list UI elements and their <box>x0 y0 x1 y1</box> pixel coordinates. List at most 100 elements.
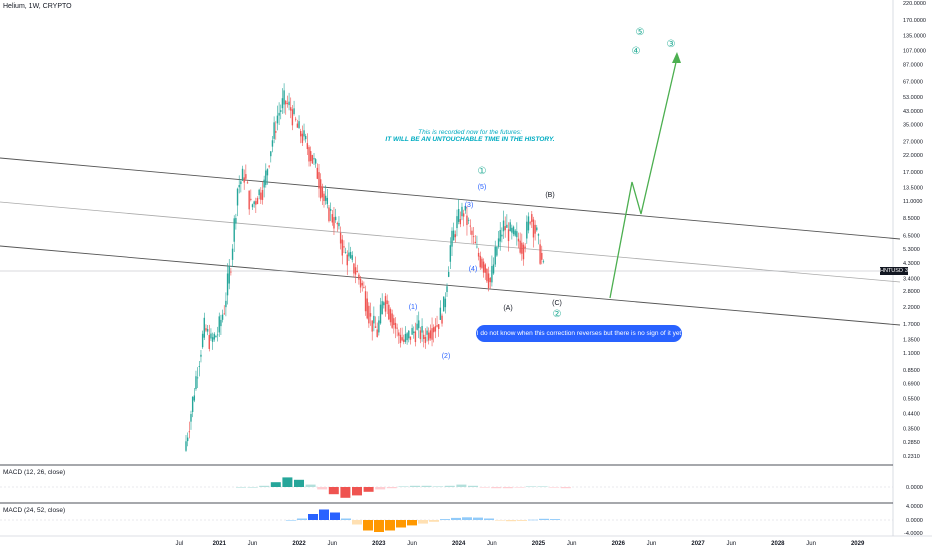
macd2-bar-5 <box>341 518 351 520</box>
candle-41 <box>253 201 255 205</box>
candle-71 <box>303 130 305 137</box>
macd1-bar-3 <box>270 482 281 487</box>
candle-107 <box>363 287 365 288</box>
price-tick-15: 6.5000 <box>903 234 920 240</box>
candle-68 <box>298 121 300 129</box>
candle-177 <box>479 255 481 268</box>
price-tick-30: 0.2310 <box>903 454 920 460</box>
candle-129 <box>399 334 402 344</box>
price-tick-5: 67.0000 <box>903 80 923 86</box>
macd1-bar-25 <box>526 486 536 487</box>
macd1-bar-19 <box>456 484 467 487</box>
wave-label-5: (5) <box>478 184 487 191</box>
candle-148 <box>431 328 433 340</box>
candle-190 <box>501 234 503 237</box>
price-tick-21: 1.7000 <box>903 322 920 328</box>
candle-165 <box>459 219 462 225</box>
note-line-1: This is recorded now for the futures: <box>418 129 522 136</box>
candle-32 <box>238 185 240 188</box>
candle-172 <box>471 230 473 235</box>
chart-title: Helium, 1W, CRYPTO <box>3 3 72 10</box>
candle-63 <box>290 107 292 111</box>
candle-105 <box>359 278 362 288</box>
candle-66 <box>295 118 297 120</box>
candle-61 <box>286 102 289 104</box>
candle-73 <box>306 143 309 150</box>
macd2-bar-14 <box>440 519 450 520</box>
candle-102 <box>354 267 357 275</box>
candle-146 <box>428 332 430 341</box>
candle-57 <box>280 110 282 112</box>
candle-179 <box>482 261 485 273</box>
candle-52 <box>271 140 274 147</box>
candle-167 <box>462 213 465 217</box>
price-tick-26: 0.5500 <box>903 397 920 403</box>
candle-174 <box>474 241 476 244</box>
time-tick-9: 2025 <box>532 541 546 547</box>
macd1-bar-16 <box>421 485 432 487</box>
candle-35 <box>243 177 245 183</box>
candle-15 <box>210 333 212 339</box>
candle-72 <box>305 135 307 140</box>
candle-38 <box>248 190 250 210</box>
candle-192 <box>504 226 506 231</box>
macd2-bar-4 <box>330 512 340 520</box>
candle-17 <box>213 333 215 340</box>
macd2-title[interactable]: MACD (24, 52, close) <box>3 507 66 514</box>
candle-158 <box>447 271 450 277</box>
candle-185 <box>492 264 495 274</box>
macd2-bar-18 <box>484 518 494 520</box>
macd1-bar-10 <box>352 487 362 496</box>
macd2-axis-zero: 0.0000 <box>906 518 923 524</box>
macd2-bar-13 <box>429 520 439 522</box>
macd1-bar-26 <box>537 486 548 487</box>
candle-48 <box>265 170 267 185</box>
candle-53 <box>273 122 275 139</box>
candle-162 <box>454 234 457 238</box>
time-tick-11: 2026 <box>612 541 626 547</box>
time-tick-13: 2027 <box>691 541 705 547</box>
candle-24 <box>225 300 227 308</box>
macd1-title[interactable]: MACD (12, 26, close) <box>3 469 66 476</box>
price-tick-13: 11.0000 <box>903 199 922 205</box>
candle-134 <box>408 330 410 339</box>
wave-label-circled-1: ① <box>478 166 487 177</box>
macd1-bar-17 <box>433 486 444 487</box>
candle-12 <box>205 328 207 331</box>
candle-36 <box>245 174 247 179</box>
candle-156 <box>444 298 447 308</box>
wave-label-C: (C) <box>552 300 562 307</box>
candle-153 <box>439 307 442 320</box>
candle-133 <box>406 333 408 341</box>
candle-124 <box>391 313 393 328</box>
price-tick-28: 0.3500 <box>903 427 920 433</box>
macd1-bar-18 <box>444 485 455 487</box>
candle-130 <box>401 337 403 341</box>
wave-label-1: (1) <box>409 304 418 311</box>
candle-39 <box>250 198 252 200</box>
macd2-axis-bottom: -4.0000 <box>904 531 923 537</box>
channel-lower <box>0 245 901 326</box>
candle-21 <box>220 319 222 327</box>
candle-92 <box>338 222 340 227</box>
macd2-axis-top: 4.0000 <box>906 504 923 510</box>
price-tick-17: 4.3000 <box>903 261 920 267</box>
channel-upper <box>0 157 901 240</box>
time-tick-12: Jun <box>647 541 657 547</box>
candle-33 <box>240 181 242 185</box>
candle-160 <box>451 230 453 247</box>
candle-16 <box>211 337 214 342</box>
candle-171 <box>469 225 471 227</box>
candle-152 <box>438 324 440 329</box>
candle-186 <box>494 246 496 265</box>
candle-210 <box>534 224 536 234</box>
time-tick-0: Jul <box>176 541 184 547</box>
candle-138 <box>414 331 417 343</box>
macd2-bar-20 <box>506 520 516 522</box>
candle-131 <box>403 339 405 342</box>
candle-213 <box>539 244 541 264</box>
price-tick-18: 3.4000 <box>903 276 920 282</box>
candle-42 <box>255 201 257 205</box>
macd1-bar-23 <box>502 487 513 489</box>
candle-118 <box>381 301 383 315</box>
